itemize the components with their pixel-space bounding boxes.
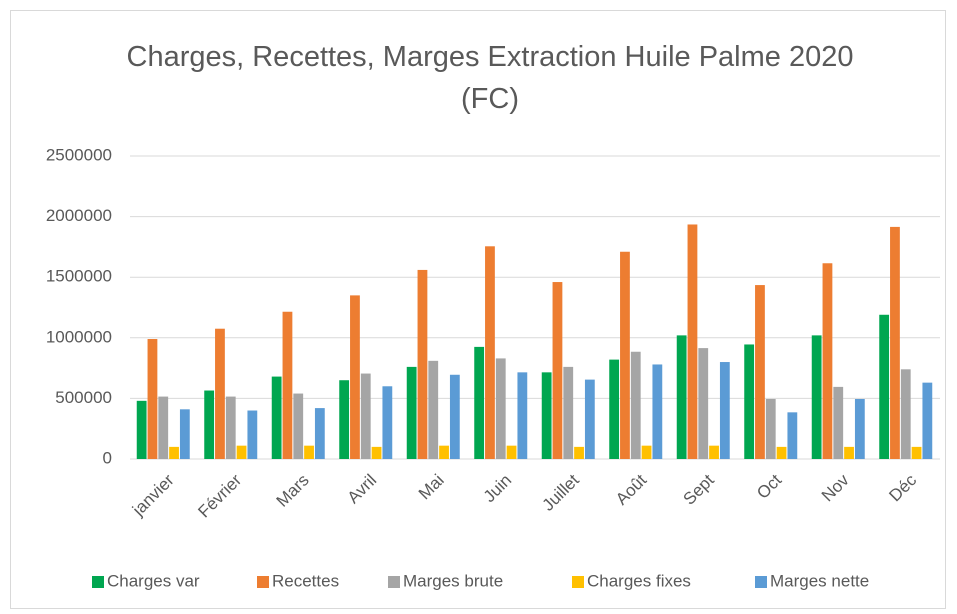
x-tick-label: Mai xyxy=(415,471,448,504)
y-tick-label: 1500000 xyxy=(46,267,112,286)
x-tick-label: Août xyxy=(612,470,650,508)
bar xyxy=(282,311,293,459)
bar xyxy=(911,446,922,459)
bar xyxy=(890,226,900,459)
y-tick-label: 2500000 xyxy=(46,145,112,164)
bar xyxy=(787,412,798,459)
bar xyxy=(485,246,495,459)
bar xyxy=(495,358,506,459)
bar xyxy=(225,396,236,459)
bar xyxy=(584,379,595,459)
chart-title: Charges, Recettes, Marges Extraction Hui… xyxy=(126,41,854,115)
x-tick-label: Oct xyxy=(753,470,785,502)
bar xyxy=(215,328,225,459)
x-tick-label: Février xyxy=(194,470,245,521)
bar xyxy=(687,224,698,459)
legend-swatch xyxy=(92,576,104,588)
bar xyxy=(350,295,360,459)
x-tick-label: janvier xyxy=(128,470,178,520)
bar xyxy=(765,399,776,459)
x-tick-label: Juin xyxy=(480,471,515,506)
bar xyxy=(474,346,485,459)
bar xyxy=(169,446,179,459)
bar xyxy=(609,359,620,459)
bar xyxy=(517,372,528,459)
bar xyxy=(179,409,190,459)
legend-swatch xyxy=(572,576,584,588)
bar xyxy=(314,408,325,459)
x-tick-label: Juillet xyxy=(539,470,583,514)
x-tick-label: Nov xyxy=(818,470,853,505)
bar xyxy=(506,445,517,459)
bar xyxy=(719,362,730,459)
bar xyxy=(417,269,428,459)
bar xyxy=(652,364,663,459)
bar xyxy=(630,351,641,459)
bar xyxy=(854,399,865,459)
bar xyxy=(641,445,652,459)
bar xyxy=(339,380,350,459)
bar xyxy=(304,445,314,459)
y-tick-label: 1000000 xyxy=(46,327,112,346)
bar xyxy=(147,339,158,459)
bar xyxy=(744,344,755,459)
x-tick-label: Avril xyxy=(344,471,381,508)
bar xyxy=(833,386,844,459)
bar xyxy=(541,372,552,459)
bar xyxy=(755,285,765,459)
bar xyxy=(563,366,574,459)
x-tick-label: Déc xyxy=(885,470,920,505)
bar xyxy=(428,360,439,459)
x-tick-label: Sept xyxy=(680,470,718,508)
chart-border xyxy=(10,10,946,609)
bar xyxy=(271,376,282,459)
bar xyxy=(552,282,563,459)
bar xyxy=(236,445,247,459)
x-tick-label: Mars xyxy=(273,471,313,511)
bar xyxy=(293,393,304,459)
bar xyxy=(247,410,258,459)
legend-swatch xyxy=(257,576,269,588)
bar xyxy=(709,445,719,459)
bar xyxy=(822,263,833,459)
bar xyxy=(844,446,854,459)
legend-label: Marges brute xyxy=(403,571,503,590)
bar xyxy=(136,400,147,459)
bar xyxy=(879,314,890,459)
bar xyxy=(204,390,215,459)
bar xyxy=(776,446,787,459)
bar xyxy=(406,366,417,459)
bar xyxy=(371,446,382,459)
bar xyxy=(620,251,630,459)
legend-label: Charges var xyxy=(107,571,200,590)
legend-label: Marges nette xyxy=(770,571,869,590)
y-tick-label: 500000 xyxy=(55,388,112,407)
legend-swatch xyxy=(755,576,767,588)
bar xyxy=(158,396,169,459)
bar xyxy=(900,369,911,459)
bar xyxy=(698,348,709,459)
legend-label: Charges fixes xyxy=(587,571,691,590)
y-tick-label: 0 xyxy=(103,448,112,467)
bar xyxy=(439,445,449,459)
bar xyxy=(574,446,584,459)
legend-swatch xyxy=(388,576,400,588)
bar xyxy=(811,335,822,459)
bar xyxy=(676,335,687,459)
bar xyxy=(360,373,371,459)
bar xyxy=(922,382,933,459)
bar xyxy=(449,374,460,459)
legend-label: Recettes xyxy=(272,571,339,590)
bar xyxy=(382,386,393,459)
y-tick-label: 2000000 xyxy=(46,206,112,225)
